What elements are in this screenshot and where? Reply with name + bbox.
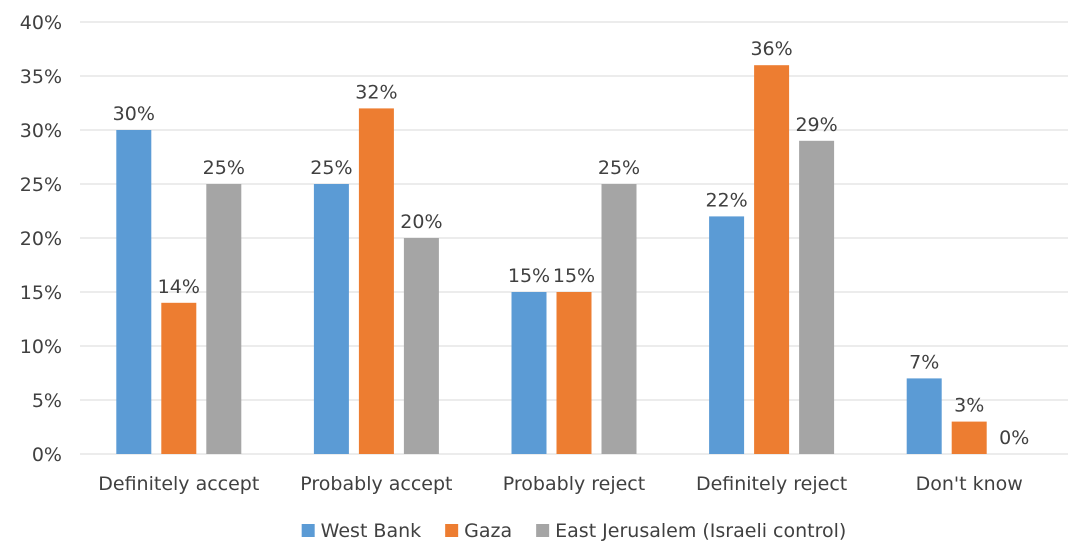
bar bbox=[906, 378, 942, 454]
data-label: 15% bbox=[508, 265, 550, 287]
data-label: 0% bbox=[999, 427, 1029, 449]
data-label: 36% bbox=[750, 38, 792, 60]
bar bbox=[799, 140, 835, 455]
data-label: 25% bbox=[598, 157, 640, 179]
legend-swatch bbox=[301, 524, 315, 537]
bar bbox=[358, 108, 394, 455]
gridlines bbox=[80, 21, 1068, 455]
bar bbox=[951, 421, 987, 454]
bar bbox=[403, 238, 439, 454]
data-label: 25% bbox=[203, 157, 245, 179]
legend-label: East Jerusalem (Israeli control) bbox=[555, 520, 846, 542]
y-tick-label: 25% bbox=[20, 174, 62, 196]
y-tick-label: 0% bbox=[32, 444, 62, 466]
bar bbox=[161, 302, 197, 454]
legend-swatch bbox=[536, 524, 550, 537]
legend-label: West Bank bbox=[321, 520, 421, 542]
x-axis-category-labels: Definitely accept Probably accept Probably… bbox=[98, 473, 1023, 495]
legend-item: Gaza bbox=[445, 520, 512, 542]
y-tick-label: 10% bbox=[20, 336, 62, 358]
y-axis-tick-labels: 0% 5% 10% 15% 20% 25% 30% 35% 40% bbox=[20, 12, 62, 466]
data-label: 25% bbox=[310, 157, 352, 179]
category-label: Definitely reject bbox=[696, 473, 847, 495]
data-label: 7% bbox=[909, 351, 939, 373]
category-label: Probably reject bbox=[503, 473, 645, 495]
category-label: Definitely accept bbox=[98, 473, 259, 495]
bar bbox=[709, 216, 745, 454]
data-label: 32% bbox=[355, 81, 397, 103]
category-label: Probably accept bbox=[300, 473, 452, 495]
legend-item: East Jerusalem (Israeli control) bbox=[536, 520, 846, 542]
data-label: 30% bbox=[113, 103, 155, 125]
data-labels: 30% 14% 25% 25% 32% 20% 15% 15% 25% 22% 36% 29% 7% 3%… bbox=[113, 38, 1030, 449]
category-label: Don't know bbox=[916, 473, 1023, 495]
legend-label: Gaza bbox=[464, 520, 512, 542]
y-tick-label: 20% bbox=[20, 228, 62, 250]
bar bbox=[206, 184, 242, 454]
legend-swatch bbox=[445, 524, 459, 537]
y-tick-label: 15% bbox=[20, 282, 62, 304]
data-label: 29% bbox=[795, 114, 837, 136]
y-tick-label: 35% bbox=[20, 66, 62, 88]
bar bbox=[116, 130, 152, 454]
y-tick-label: 30% bbox=[20, 120, 62, 142]
bar bbox=[601, 184, 637, 454]
bars bbox=[116, 65, 987, 455]
legend-item: West Bank bbox=[301, 520, 421, 542]
data-label: 22% bbox=[705, 189, 747, 211]
bar bbox=[511, 292, 547, 454]
bar bbox=[313, 184, 349, 454]
data-label: 20% bbox=[400, 211, 442, 233]
y-tick-label: 40% bbox=[20, 12, 62, 34]
legend: West Bank Gaza East Jerusalem (Israeli con… bbox=[301, 520, 846, 542]
data-label: 14% bbox=[158, 276, 200, 298]
data-label: 15% bbox=[553, 265, 595, 287]
data-label: 3% bbox=[954, 395, 984, 417]
y-tick-label: 5% bbox=[32, 390, 62, 412]
bar bbox=[754, 65, 790, 454]
bar bbox=[556, 292, 592, 454]
